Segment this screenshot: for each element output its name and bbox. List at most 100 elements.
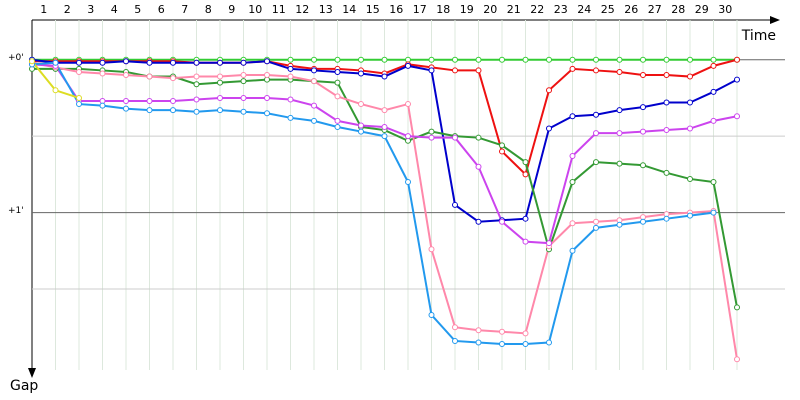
data-point bbox=[734, 356, 740, 363]
data-point bbox=[475, 163, 482, 170]
data-point bbox=[76, 94, 82, 101]
data-point bbox=[593, 218, 599, 225]
data-point bbox=[452, 324, 458, 331]
x-tick-label: 20 bbox=[483, 3, 497, 16]
data-point bbox=[29, 58, 35, 65]
data-point bbox=[311, 102, 317, 109]
data-point bbox=[193, 108, 200, 115]
data-point bbox=[546, 56, 552, 63]
data-point bbox=[76, 59, 82, 66]
data-point bbox=[452, 67, 458, 74]
data-point bbox=[217, 59, 223, 66]
data-point bbox=[193, 73, 200, 80]
data-point bbox=[76, 68, 82, 75]
data-point bbox=[593, 56, 599, 63]
data-point bbox=[193, 59, 200, 66]
x-tick-label: 26 bbox=[624, 3, 638, 16]
data-point bbox=[593, 67, 599, 74]
y-tick-label: +1' bbox=[8, 206, 24, 216]
data-point bbox=[358, 56, 364, 63]
x-tick-label: 28 bbox=[671, 3, 685, 16]
data-point bbox=[264, 72, 270, 79]
data-point bbox=[428, 67, 435, 74]
data-point bbox=[264, 58, 270, 65]
data-point bbox=[546, 125, 552, 132]
data-point bbox=[616, 130, 623, 137]
data-point bbox=[52, 59, 59, 66]
data-point bbox=[240, 72, 247, 79]
x-tick-label: 17 bbox=[413, 3, 427, 16]
data-point bbox=[76, 101, 82, 108]
data-point bbox=[499, 142, 505, 149]
data-point bbox=[593, 111, 599, 118]
data-point bbox=[99, 70, 106, 77]
data-point bbox=[405, 133, 411, 140]
x-tick-label: 24 bbox=[577, 3, 591, 16]
data-point bbox=[287, 56, 294, 63]
data-point bbox=[334, 117, 341, 124]
x-tick-label: 8 bbox=[205, 3, 212, 16]
data-point bbox=[240, 59, 247, 66]
x-tick-label: 15 bbox=[366, 3, 380, 16]
x-tick-label: 19 bbox=[460, 3, 474, 16]
data-point bbox=[264, 94, 270, 101]
data-point bbox=[405, 101, 411, 108]
data-point bbox=[52, 87, 59, 94]
data-point bbox=[146, 107, 153, 114]
data-point bbox=[593, 159, 599, 166]
data-point bbox=[734, 113, 740, 120]
x-tick-label: 14 bbox=[342, 3, 356, 16]
data-point bbox=[640, 72, 646, 79]
x-tick-label: 7 bbox=[181, 3, 188, 16]
data-point bbox=[522, 215, 529, 222]
data-point bbox=[311, 117, 317, 124]
data-point bbox=[193, 81, 200, 88]
data-point bbox=[240, 94, 247, 101]
data-point bbox=[475, 67, 482, 74]
data-point bbox=[687, 73, 693, 80]
data-point bbox=[428, 246, 435, 253]
data-point bbox=[616, 56, 623, 63]
data-point bbox=[428, 56, 435, 63]
x-tick-label: 27 bbox=[648, 3, 662, 16]
data-point bbox=[428, 311, 435, 318]
data-point bbox=[663, 99, 670, 106]
data-point bbox=[428, 128, 435, 135]
y-axis-label: Gap bbox=[10, 378, 38, 394]
data-point bbox=[264, 110, 270, 117]
data-point bbox=[499, 218, 505, 225]
data-point bbox=[499, 56, 505, 63]
data-point bbox=[405, 62, 411, 69]
data-point bbox=[358, 101, 364, 108]
data-point bbox=[334, 123, 341, 130]
data-point bbox=[499, 341, 505, 348]
data-point bbox=[405, 179, 411, 186]
x-tick-label: 10 bbox=[248, 3, 262, 16]
data-point bbox=[358, 70, 364, 77]
data-point bbox=[522, 159, 529, 166]
data-point bbox=[381, 133, 388, 140]
data-point bbox=[475, 339, 482, 346]
data-point bbox=[217, 79, 223, 86]
data-point bbox=[710, 179, 717, 186]
x-tick-label: 3 bbox=[87, 3, 94, 16]
y-tick-label: +0' bbox=[8, 53, 24, 63]
data-point bbox=[475, 327, 482, 334]
data-point bbox=[452, 337, 458, 344]
data-point bbox=[687, 125, 693, 132]
data-point bbox=[99, 59, 106, 66]
data-point bbox=[123, 72, 129, 79]
data-point bbox=[193, 96, 200, 103]
data-point bbox=[146, 59, 153, 66]
data-point bbox=[710, 209, 717, 216]
data-point bbox=[616, 68, 623, 75]
data-point bbox=[663, 215, 670, 222]
data-point bbox=[640, 218, 646, 225]
x-tick-label: 4 bbox=[111, 3, 118, 16]
data-point bbox=[358, 128, 364, 135]
data-point bbox=[593, 224, 599, 231]
x-tick-label: 18 bbox=[436, 3, 450, 16]
data-point bbox=[99, 102, 106, 109]
x-tick-label: 25 bbox=[601, 3, 615, 16]
